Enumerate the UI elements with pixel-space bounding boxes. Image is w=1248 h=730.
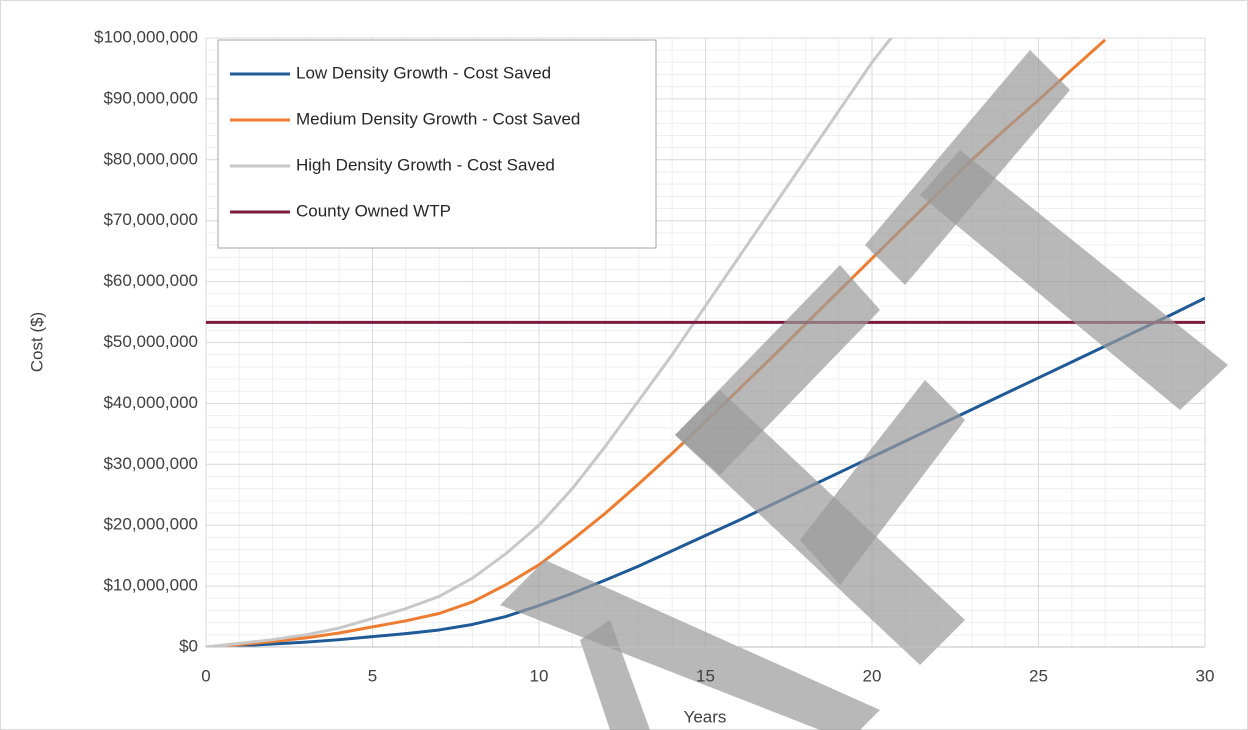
y-tick-label: $10,000,000 <box>103 576 198 595</box>
series-line <box>206 296 1205 647</box>
y-tick-label: $80,000,000 <box>103 149 198 168</box>
x-tick-label: 30 <box>1196 666 1215 685</box>
y-tick-label: $20,000,000 <box>103 515 198 534</box>
y-tick-label: $0 <box>179 636 198 655</box>
y-tick-label: $30,000,000 <box>103 454 198 473</box>
watermark-stroke <box>920 150 1228 410</box>
x-tick-label: 10 <box>530 666 549 685</box>
watermark-stroke <box>500 560 880 730</box>
watermark-stroke <box>800 380 965 585</box>
legend-label: Low Density Growth - Cost Saved <box>296 63 551 82</box>
legend-label: Medium Density Growth - Cost Saved <box>296 109 580 128</box>
y-axis-title: Cost ($) <box>27 312 46 372</box>
y-tick-label: $70,000,000 <box>103 210 198 229</box>
watermark <box>500 50 1228 730</box>
y-tick-label: $60,000,000 <box>103 271 198 290</box>
y-tick-label: $100,000,000 <box>94 27 198 46</box>
x-tick-label: 25 <box>1029 666 1048 685</box>
x-tick-label: 0 <box>201 666 210 685</box>
x-tick-label: 15 <box>696 666 715 685</box>
legend-label: High Density Growth - Cost Saved <box>296 155 555 174</box>
x-tick-label: 20 <box>863 666 882 685</box>
legend-label: County Owned WTP <box>296 201 451 220</box>
y-tick-label: $90,000,000 <box>103 88 198 107</box>
legend: Low Density Growth - Cost Saved Medium De… <box>217 39 657 249</box>
legend-box <box>217 39 657 249</box>
watermark-stroke <box>675 265 880 475</box>
x-tick-label: 5 <box>368 666 377 685</box>
y-tick-label: $40,000,000 <box>103 393 198 412</box>
series-line <box>206 38 893 647</box>
axes: $0 $10,000,000 $20,000,000 $30,000,000 $40,0… <box>94 27 1214 685</box>
y-tick-label: $50,000,000 <box>103 332 198 351</box>
x-axis-title: Years <box>684 707 727 726</box>
